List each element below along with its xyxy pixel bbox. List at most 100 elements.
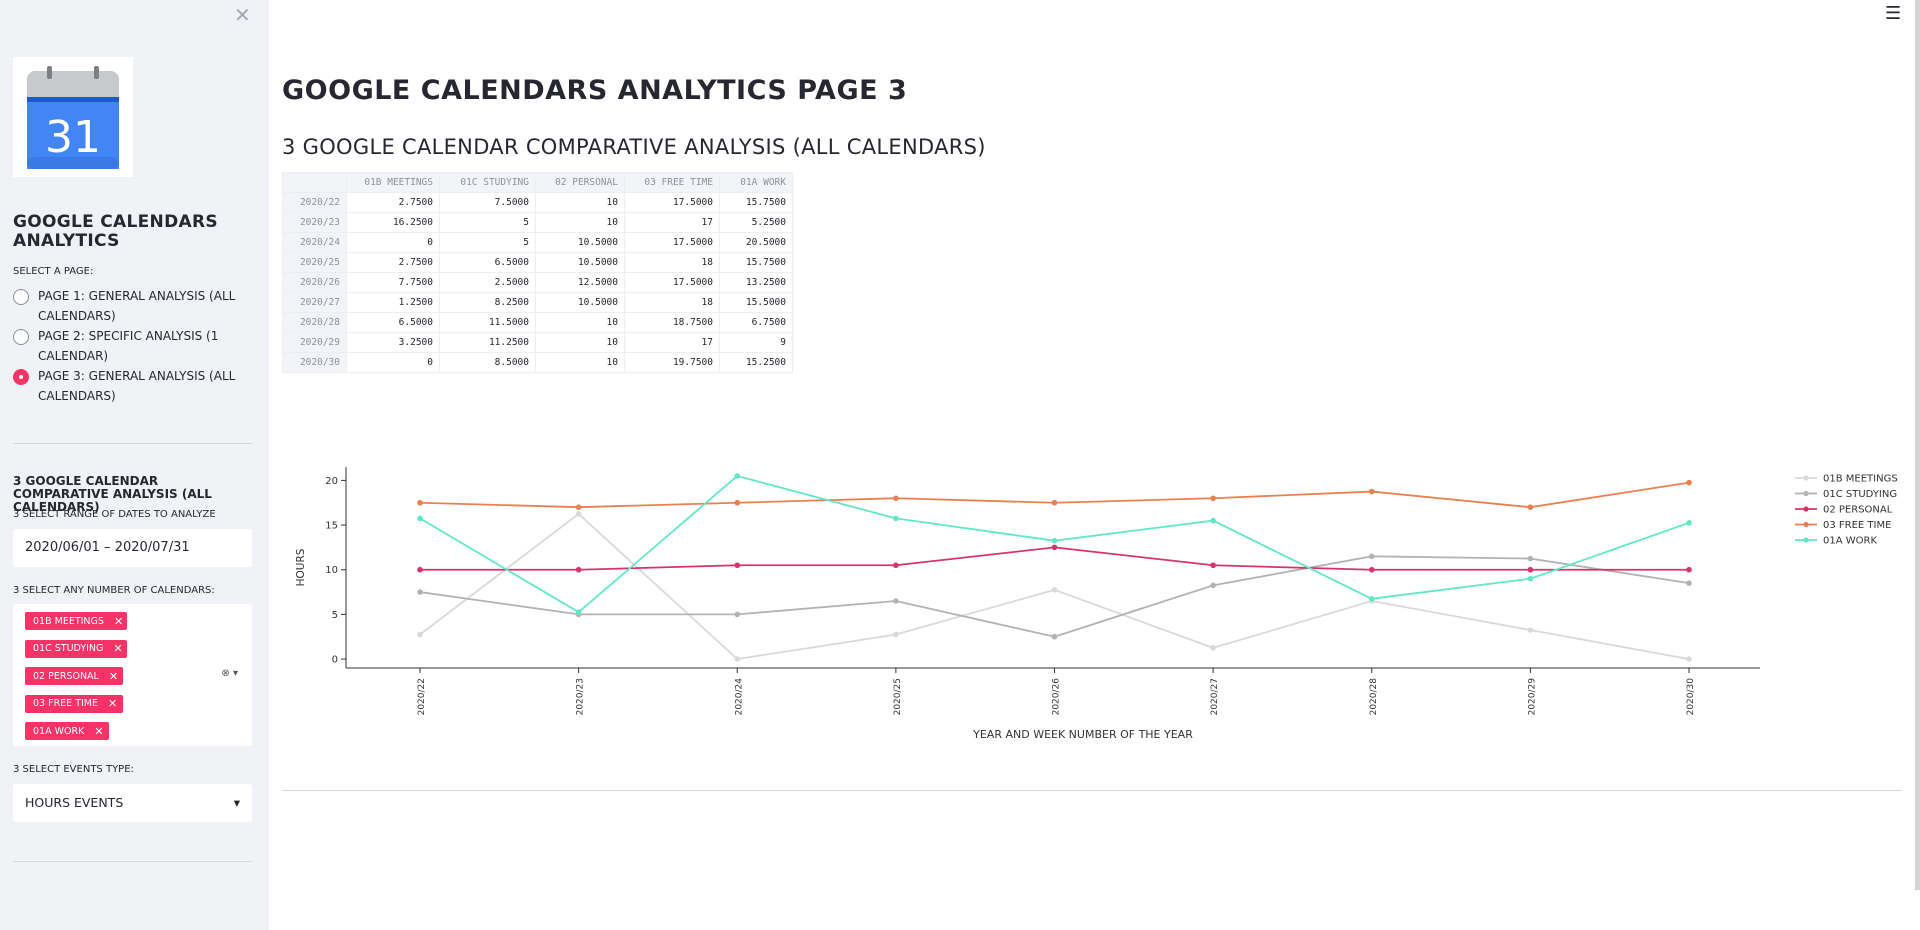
calendar-tag-work: 01A WORK ✕ bbox=[25, 722, 109, 740]
radio-page-3-circle[interactable] bbox=[13, 369, 29, 385]
y-tick-label: 10 bbox=[325, 565, 338, 576]
data-point bbox=[1527, 555, 1534, 562]
table-cell: 15.5000 bbox=[719, 292, 793, 313]
table-cell: 3.2500 bbox=[346, 332, 440, 353]
main-divider bbox=[282, 790, 1902, 791]
column-header[interactable]: 01B MEETINGS bbox=[346, 172, 440, 193]
page-subtitle: 3 GOOGLE CALENDAR COMPARATIVE ANALYSIS (… bbox=[282, 135, 986, 159]
legend-entry-label: 01C STUDYING bbox=[1823, 489, 1897, 500]
legend-entry-label: 01B MEETINGS bbox=[1823, 474, 1898, 485]
sidebar: ✕ 31 GOOGLE CALENDARS ANALYTICS SELECT A… bbox=[0, 0, 269, 930]
table-row: 2020/29 3.2500 11.2500 10 17 9 bbox=[282, 332, 793, 353]
calendar-tag-studying: 01C STUDYING ✕ bbox=[25, 639, 127, 658]
table-cell: 11.5000 bbox=[439, 312, 536, 333]
data-table: 01B MEETINGS 01C STUDYING 02 PERSONAL 03… bbox=[282, 172, 793, 373]
table-row: 2020/28 6.5000 11.5000 10 18.7500 6.7500 bbox=[282, 312, 793, 333]
clear-all-icon[interactable]: ⊗ bbox=[221, 668, 230, 679]
chevron-down-icon[interactable]: ▾ bbox=[232, 668, 238, 679]
legend-entry-label: 01A WORK bbox=[1823, 536, 1877, 547]
table-cell: 8.5000 bbox=[439, 352, 536, 373]
date-range-input[interactable]: 2020/06/01 – 2020/07/31 bbox=[13, 529, 252, 567]
data-point bbox=[1051, 499, 1058, 506]
radio-page-2-circle[interactable] bbox=[13, 329, 29, 345]
column-header[interactable]: 02 PERSONAL bbox=[535, 172, 625, 193]
data-point bbox=[734, 656, 741, 662]
row-index: 2020/22 bbox=[282, 192, 347, 213]
row-index: 2020/28 bbox=[282, 312, 347, 333]
column-header[interactable]: 03 FREE TIME bbox=[624, 172, 720, 193]
radio-page-3[interactable]: PAGE 3: GENERAL ANALYSIS (ALL CALENDARS) bbox=[13, 366, 253, 406]
table-cell: 19.7500 bbox=[624, 352, 720, 373]
table-cell: 10 bbox=[535, 192, 625, 213]
table-cell: 17 bbox=[624, 212, 720, 233]
remove-tag-icon[interactable]: ✕ bbox=[94, 724, 104, 738]
remove-tag-icon[interactable]: ✕ bbox=[113, 614, 124, 628]
close-sidebar-icon[interactable]: ✕ bbox=[234, 3, 251, 27]
data-point bbox=[575, 566, 582, 573]
y-tick-label: 5 bbox=[332, 610, 338, 621]
table-cell: 18 bbox=[624, 292, 720, 313]
table-cell: 2.7500 bbox=[346, 192, 440, 213]
table-cell: 10 bbox=[535, 312, 625, 333]
calendars-multiselect[interactable]: 01B MEETINGS ✕ 01C STUDYING ✕ 02 PERSONA… bbox=[13, 604, 252, 746]
logo-number: 31 bbox=[45, 112, 101, 163]
table-cell: 6.5000 bbox=[346, 312, 440, 333]
legend-swatch-marker bbox=[1803, 537, 1809, 543]
radio-page-2[interactable]: PAGE 2: SPECIFIC ANALYSIS (1 CALENDAR) bbox=[13, 326, 253, 366]
table-cell: 7.5000 bbox=[439, 192, 536, 213]
x-tick-label: 2020/26 bbox=[1052, 678, 1062, 716]
hamburger-menu-icon[interactable]: ☰ bbox=[1885, 3, 1902, 24]
table-cell: 10.5000 bbox=[535, 232, 625, 253]
sidebar-title: GOOGLE CALENDARS ANALYTICS bbox=[13, 212, 218, 251]
column-header[interactable]: 01C STUDYING bbox=[439, 172, 536, 193]
x-axis-label: YEAR AND WEEK NUMBER OF THE YEAR bbox=[972, 728, 1193, 741]
events-type-select[interactable]: HOURS EVENTS ▾ bbox=[13, 784, 252, 822]
data-point bbox=[1051, 587, 1058, 593]
sidebar-section-title: 3 GOOGLE CALENDAR COMPARATIVE ANALYSIS (… bbox=[13, 474, 212, 514]
calendar-tag-label: 03 FREE TIME bbox=[33, 698, 99, 709]
row-index: 2020/26 bbox=[282, 272, 347, 293]
data-point bbox=[1051, 633, 1058, 640]
radio-page-1-circle[interactable] bbox=[13, 289, 29, 305]
data-point bbox=[575, 609, 582, 615]
table-cell: 7.7500 bbox=[346, 272, 440, 293]
row-index: 2020/29 bbox=[282, 332, 347, 353]
data-point bbox=[893, 598, 899, 604]
y-tick-label: 15 bbox=[325, 521, 338, 532]
remove-tag-icon[interactable]: ✕ bbox=[113, 642, 123, 655]
radio-page-1[interactable]: PAGE 1: GENERAL ANALYSIS (ALL CALENDARS) bbox=[13, 286, 253, 326]
data-point bbox=[1527, 575, 1534, 582]
table-cell: 2.7500 bbox=[346, 252, 440, 273]
page-scrollbar[interactable] bbox=[1915, 0, 1920, 890]
calendar-tag-personal: 02 PERSONAL ✕ bbox=[25, 667, 123, 685]
remove-tag-icon[interactable]: ✕ bbox=[108, 669, 119, 683]
table-row: 2020/27 1.2500 8.2500 10.5000 18 15.5000 bbox=[282, 292, 793, 313]
data-point bbox=[417, 515, 423, 522]
calendar-tag-label: 01C STUDYING bbox=[33, 643, 104, 654]
data-point bbox=[893, 495, 899, 502]
table-cell: 6.5000 bbox=[439, 252, 536, 273]
remove-tag-icon[interactable]: ✕ bbox=[108, 697, 118, 710]
x-tick-label: 2020/25 bbox=[893, 678, 903, 715]
table-cell: 5.2500 bbox=[719, 212, 793, 233]
data-point bbox=[1686, 656, 1692, 662]
table-cell: 8.2500 bbox=[439, 292, 536, 313]
data-point bbox=[1368, 566, 1375, 573]
multiselect-controls[interactable]: ⊗ ▾ bbox=[221, 668, 238, 679]
table-row: 2020/22 2.7500 7.5000 10 17.5000 15.7500 bbox=[282, 192, 793, 213]
data-point bbox=[1210, 495, 1216, 502]
sidebar-divider bbox=[13, 443, 252, 444]
data-point bbox=[1686, 479, 1692, 486]
table-cell: 5 bbox=[439, 232, 536, 253]
column-header[interactable]: 01A WORK bbox=[719, 172, 793, 193]
row-index: 2020/27 bbox=[282, 292, 347, 313]
data-point bbox=[1527, 566, 1534, 573]
x-tick-label: 2020/22 bbox=[417, 678, 427, 715]
data-point bbox=[417, 566, 423, 573]
data-point bbox=[417, 499, 423, 506]
row-index: 2020/24 bbox=[282, 232, 347, 253]
y-axis-label: HOURS bbox=[295, 548, 307, 586]
table-header-row: 01B MEETINGS 01C STUDYING 02 PERSONAL 03… bbox=[282, 172, 793, 193]
data-point bbox=[1686, 566, 1692, 573]
table-cell: 10 bbox=[535, 212, 625, 233]
